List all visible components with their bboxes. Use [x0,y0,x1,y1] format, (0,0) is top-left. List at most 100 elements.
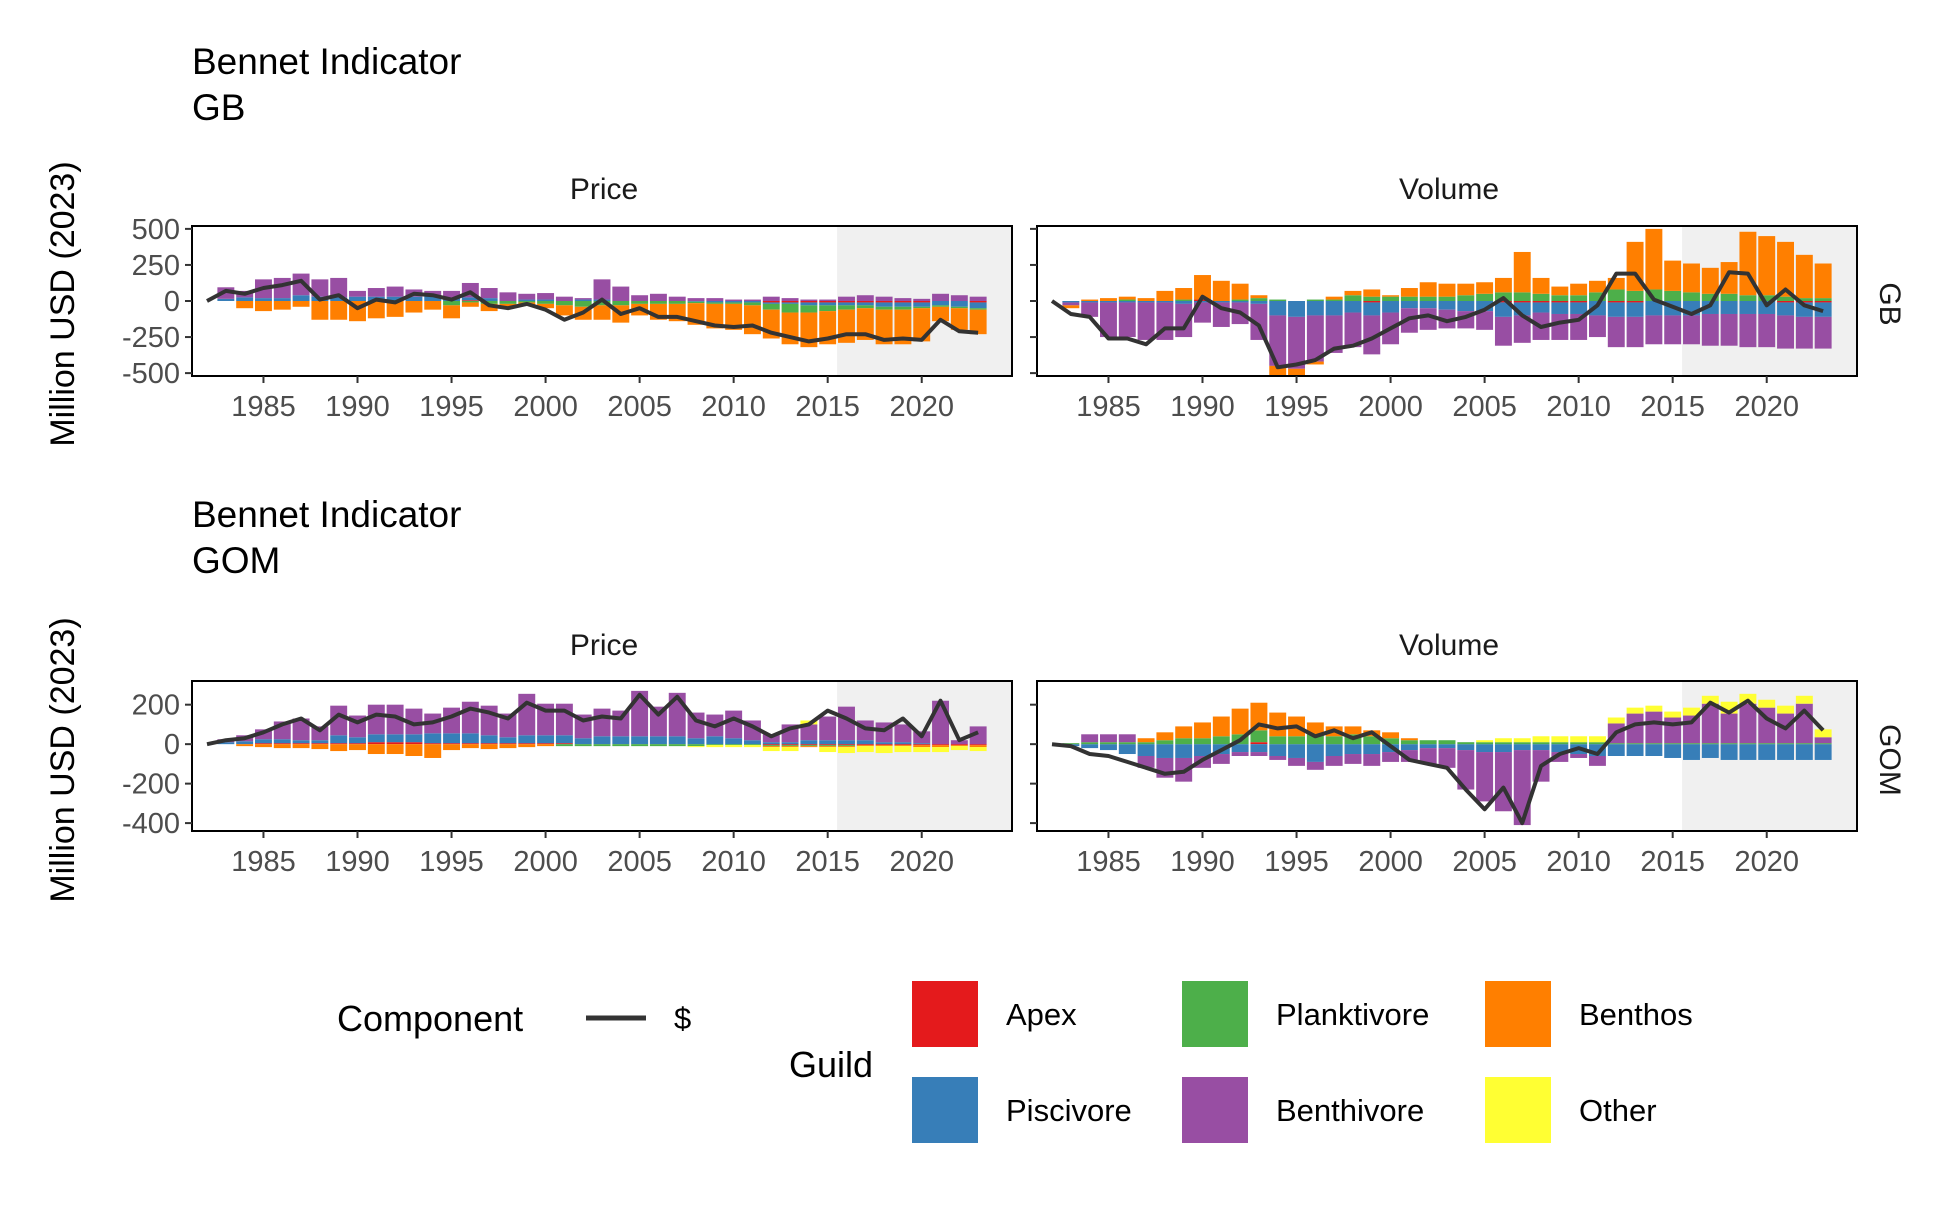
bar-benthos [838,746,855,748]
bar-piscivore [236,297,254,301]
bar-apex [838,301,855,303]
panel-3: 1985 1990 1995 2000 2005 2010 2015 2020 [1030,680,1858,878]
bar-planktivore [1588,292,1606,301]
bar-piscivore [1137,744,1155,756]
bar-planktivore [1532,742,1550,745]
bar-planktivore [1645,743,1663,745]
bar-benthivore [518,293,536,300]
x-tick-label: 1985 [1076,846,1141,878]
bar-benthivore [443,707,461,734]
bar-piscivore [875,742,893,745]
bar-benthos [1344,290,1362,296]
bar-apex [856,301,874,303]
bar-piscivore [1777,744,1794,760]
net-value-line [1050,270,1824,370]
bar-apex [1551,301,1569,303]
bar-benthivore [1100,302,1117,338]
x-tick-label: 2000 [513,846,578,878]
bar-apex [856,744,874,746]
gb-volume-strip: Volume [1399,173,1499,206]
bar-apex [819,744,837,746]
panel-2: 1985 1990 1995 2000 2005 2010 2015 20202000-200… [122,680,1013,878]
bar-benthos [932,306,949,322]
bar-piscivore [1363,302,1381,316]
bar-benthos [706,303,724,329]
bar-benthos [330,301,348,320]
bar-benthivore [856,295,874,301]
bar-apex [1532,301,1550,303]
bar-piscivore [424,295,442,301]
gb-title: Bennet Indicator [192,41,461,82]
bar-planktivore [875,306,893,310]
x-tick-label: 2000 [513,391,578,423]
bar-piscivore [725,301,743,303]
bar-piscivore [1588,301,1606,316]
bar-benthivore [1344,312,1362,348]
bar-benthivore [1626,713,1644,744]
bar-piscivore [424,733,442,744]
bar-apex [969,301,987,303]
bar-planktivore [1175,738,1193,745]
bar-benthivore [649,706,667,737]
bar-benthivore [1739,703,1757,744]
bar-piscivore [1363,744,1381,755]
bar-planktivore [1269,299,1287,301]
bar-benthos [1344,726,1362,735]
bar-other [1513,738,1531,743]
bar-piscivore [649,736,667,745]
bar-benthos [1137,298,1155,301]
legend-label-other: Other [1579,1093,1657,1128]
net-value-line [206,278,979,344]
bar-apex [800,301,818,303]
bar-piscivore [1194,744,1211,756]
bar-apex [311,743,329,745]
bar-planktivore [668,744,686,747]
bar-benthivore [1382,752,1400,762]
bar-piscivore [1156,301,1174,303]
bar-planktivore [1457,295,1475,301]
bar-piscivore [612,736,630,745]
bar-piscivore [838,302,855,306]
bar-planktivore [1551,295,1569,301]
bar-piscivore [292,740,310,744]
bar-benthos [1513,251,1531,293]
bar-apex [1570,301,1588,303]
bar-benthos [1570,283,1588,296]
bar-planktivore [1100,742,1117,745]
bar-benthos [330,744,348,752]
bar-apex [537,743,555,745]
bar-planktivore [1250,730,1268,743]
bar-benthivore [706,298,724,301]
bar-planktivore [1438,296,1456,301]
bar-benthos [1400,738,1418,741]
x-tick-label: 1995 [419,391,484,423]
panel-border [191,680,1013,832]
bar-benthivore [1551,313,1569,340]
bar-benthos [1250,295,1268,299]
bar-planktivore [1419,296,1437,301]
bar-benthivore [1344,754,1362,764]
bar-piscivore [1476,301,1494,312]
bar-planktivore [555,744,573,747]
bar-piscivore [687,738,705,745]
bar-benthos [1607,277,1625,290]
bar-benthivore [1588,315,1606,338]
bar-planktivore [668,301,686,304]
bar-benthivore [932,293,949,301]
bar-apex [443,743,461,745]
bar-benthos [1231,708,1249,735]
bar-piscivore [311,740,329,744]
bar-planktivore [593,301,611,306]
panel-1: 1985 1990 1995 2000 2005 2010 2015 2020 [1030,225,1858,423]
bar-planktivore [1570,295,1588,301]
bar-benthivore [1645,315,1663,345]
bar-planktivore [1269,736,1287,745]
bar-other [1626,707,1644,714]
gom-volume-strip: Volume [1399,629,1499,662]
bar-piscivore [706,736,724,745]
bar-benthivore [1720,313,1738,346]
bar-piscivore [1250,744,1268,753]
bar-benthos [969,745,987,748]
bar-piscivore [236,741,254,745]
